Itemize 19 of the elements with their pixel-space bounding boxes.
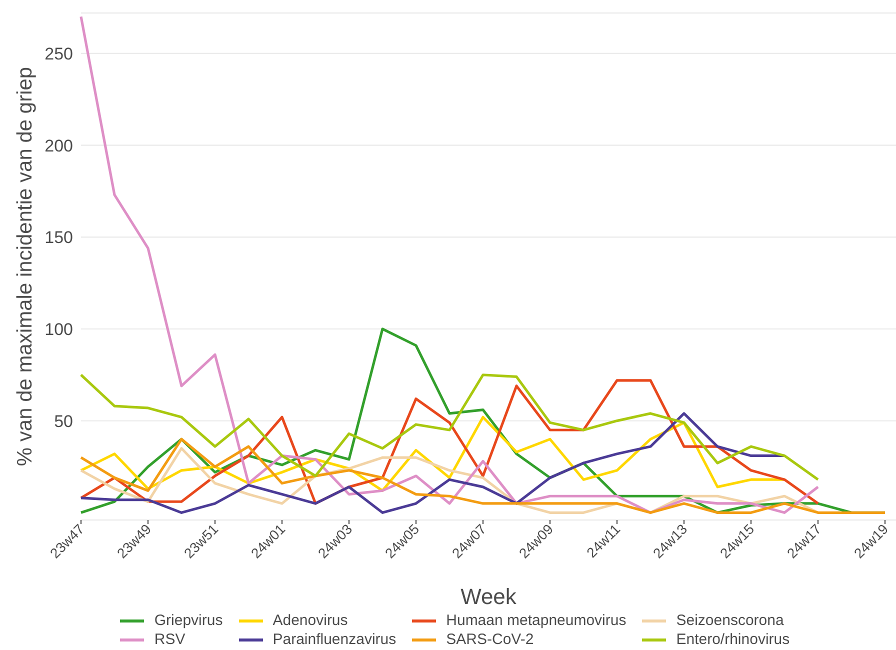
legend-label: RSV [154,631,186,648]
y-tick-label: 100 [44,320,73,339]
line-series [80,412,786,514]
legend-label: Entero/rhinovirus [676,631,790,648]
y-axis-title: % van de maximale incidentie van de griep [13,66,36,466]
legend-label: Seizoenscorona [676,612,784,629]
line-series [80,438,886,514]
legend-label: Griepvirus [154,612,223,629]
line-series [80,15,820,514]
y-tick-label: 50 [54,412,73,431]
y-tick-label: 200 [44,136,73,156]
legend-label: Adenovirus [272,612,348,629]
line-series [80,374,820,481]
y-tick-label: 250 [44,44,73,64]
legend-label: SARS-CoV-2 [446,631,534,648]
legend-label: Parainfluenzavirus [272,631,396,648]
y-tick-label: 150 [44,228,73,248]
legend-label: Humaan metapneumovirus [446,612,626,629]
x-axis-title: Week [460,584,518,609]
